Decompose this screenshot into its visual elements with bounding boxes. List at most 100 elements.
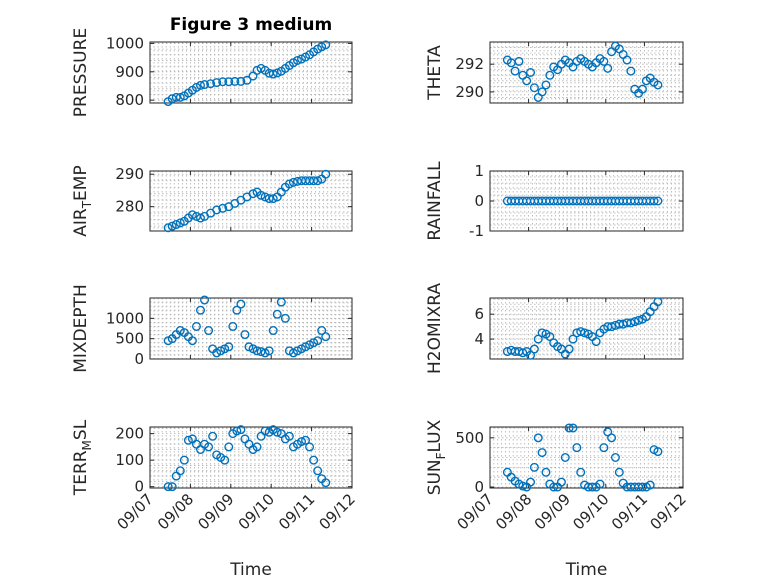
data-point	[653, 80, 663, 90]
data-point	[305, 442, 315, 452]
data-point	[545, 70, 555, 80]
data-point	[522, 76, 532, 86]
data-point	[529, 462, 539, 472]
y-tick-label: 0	[474, 192, 484, 210]
data-point	[595, 479, 605, 489]
data-point	[587, 482, 597, 492]
data-point	[252, 346, 262, 356]
data-point	[313, 466, 323, 476]
y-axis-label: RAINFALL	[425, 161, 445, 241]
y-tick-label: 500	[455, 429, 484, 447]
data-point	[206, 79, 216, 89]
data-point	[626, 318, 636, 328]
y-axis-label-main: AIR	[71, 208, 91, 237]
y-axis-label-subscript: F	[434, 452, 448, 459]
y-tick-label: 0	[134, 350, 144, 368]
data-point	[653, 297, 663, 307]
y-axis-label: THETA	[425, 45, 445, 101]
data-point	[599, 443, 609, 453]
data-point	[200, 295, 210, 305]
data-point	[626, 66, 636, 76]
data-point	[280, 313, 290, 323]
data-point	[236, 425, 246, 435]
y-tick-label: 200	[115, 425, 144, 443]
data-point	[537, 328, 547, 338]
data-point	[572, 443, 582, 453]
data-point	[321, 332, 331, 342]
data-point	[321, 40, 331, 50]
y-axis-label-tail: LUX	[425, 419, 445, 452]
x-tick-label: 09/12	[647, 490, 690, 533]
data-point	[220, 455, 230, 465]
data-point	[284, 431, 294, 441]
data-point	[301, 435, 311, 445]
y-tick-label: 6	[474, 305, 484, 323]
data-point	[224, 442, 234, 452]
data-point	[614, 467, 624, 477]
x-axis-label: Time	[565, 560, 608, 580]
y-axis-label: SUNFLUX	[425, 419, 448, 495]
y-tick-label: 1000	[106, 34, 144, 52]
y-tick-label: 290	[455, 83, 484, 101]
data-point	[264, 194, 274, 204]
data-point	[272, 309, 282, 319]
y-tick-label: 800	[115, 91, 144, 109]
data-point	[224, 342, 234, 352]
data-point	[607, 433, 617, 443]
data-point	[204, 326, 214, 336]
data-point	[276, 297, 286, 307]
y-tick-label: 500	[115, 330, 144, 348]
y-tick-label: 4	[474, 330, 484, 348]
y-tick-label: 100	[115, 451, 144, 469]
y-axis-label-main: PRESSURE	[71, 28, 91, 117]
y-axis-label: H2OMIXRA	[425, 283, 445, 374]
data-point	[560, 453, 570, 463]
data-point	[292, 55, 302, 65]
axes-background	[490, 42, 683, 103]
data-point	[514, 56, 524, 66]
y-tick-label: 0	[474, 478, 484, 496]
y-axis-label-tail: EMP	[71, 165, 91, 201]
data-point	[236, 299, 246, 309]
data-point	[230, 76, 240, 86]
data-point	[232, 426, 242, 436]
data-point	[195, 305, 205, 315]
data-point	[564, 344, 574, 354]
data-point	[187, 336, 197, 346]
data-point	[248, 189, 258, 199]
y-axis-label-subscript: M	[80, 440, 94, 450]
data-point	[568, 334, 578, 344]
data-point	[272, 68, 282, 78]
subplot-3: 280 290 AIRTEMP	[71, 165, 353, 237]
data-point	[195, 80, 205, 90]
data-point	[264, 346, 274, 356]
y-tick-label: 290	[115, 165, 144, 183]
data-point	[545, 332, 555, 342]
axes-frame	[489, 41, 684, 104]
y-tick-label: 900	[115, 63, 144, 81]
data-point	[195, 213, 205, 223]
data-point	[591, 337, 601, 347]
y-axis-label: MIXDEPTH	[71, 284, 91, 373]
x-tick-label: 09/08	[492, 490, 535, 533]
data-point	[313, 176, 323, 186]
data-point	[607, 322, 617, 332]
x-tick-label: 09/12	[316, 490, 359, 533]
data-point	[179, 455, 189, 465]
data-point	[288, 177, 298, 187]
data-point	[576, 327, 586, 337]
axes-frame	[149, 170, 353, 232]
y-axis-label: TERRMSL	[71, 419, 94, 496]
x-tick-label: 09/07	[114, 490, 157, 533]
data-point	[167, 221, 177, 231]
data-point	[175, 92, 185, 102]
data-point	[171, 220, 181, 230]
data-point	[653, 196, 663, 206]
y-axis-label-subscript: T	[80, 200, 94, 209]
y-tick-label: 280	[115, 198, 144, 216]
data-point	[212, 205, 222, 215]
y-axis-label-main: TERR	[71, 450, 91, 496]
